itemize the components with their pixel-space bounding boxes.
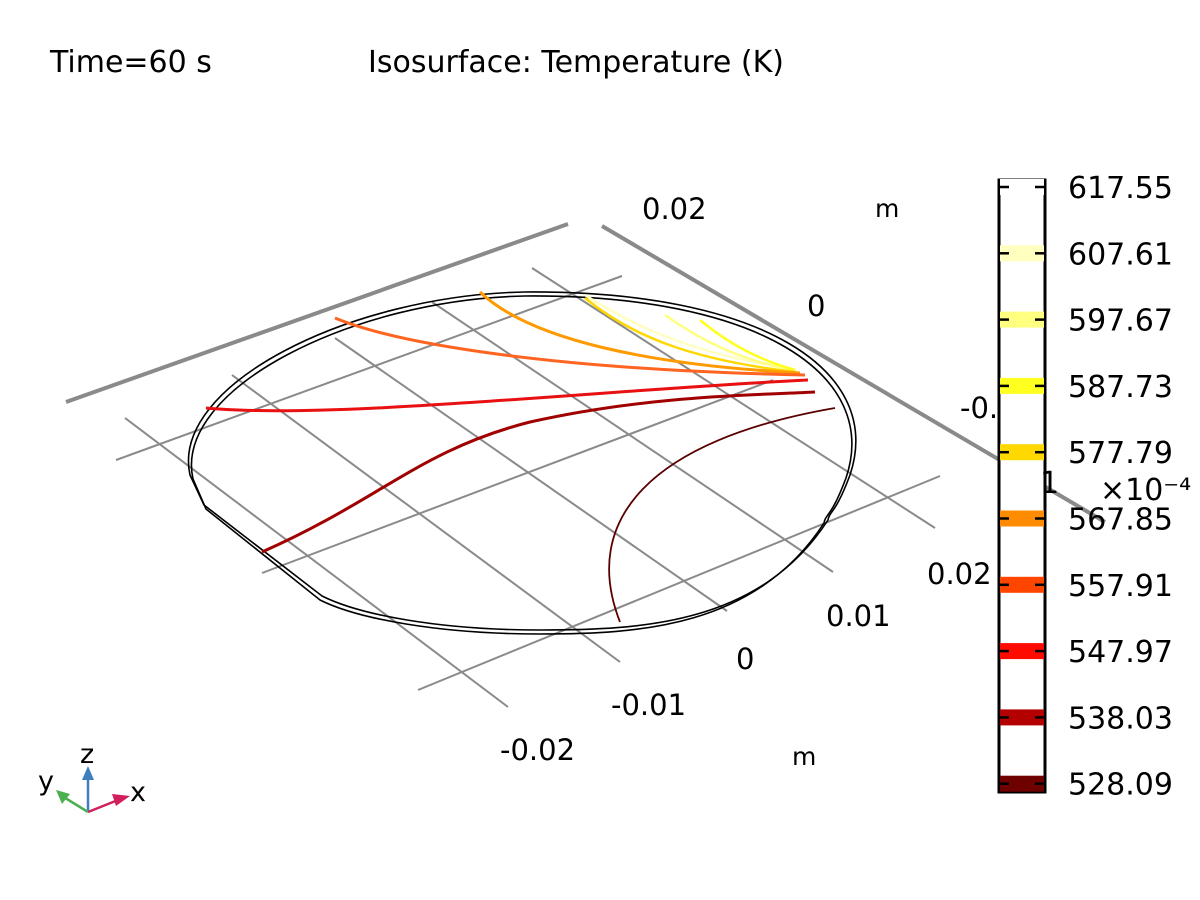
grid-line — [261, 379, 774, 574]
color-legend-bands — [999, 179, 1045, 792]
axis-frame — [65, 222, 1107, 524]
isosurface-curve-538 — [261, 390, 816, 554]
orientation-triad: z x y — [38, 739, 146, 814]
isosurface-curves — [205, 290, 836, 623]
x-axis-arrow — [87, 798, 119, 814]
color-legend-label: 607.61 — [1068, 237, 1173, 272]
z-arrow-head — [82, 766, 94, 780]
color-legend-label: 617.55 — [1068, 171, 1173, 206]
grid-line — [417, 475, 941, 691]
y-tick-label: 0 — [807, 289, 825, 323]
color-legend-box — [997, 178, 1047, 794]
isosurface-curve-587 — [699, 319, 796, 372]
y-axis-letter: y — [38, 766, 54, 797]
color-legend-label: 567.85 — [1068, 503, 1173, 538]
isosurface-curve-557 — [334, 316, 806, 377]
x-tick-label: 0.02 — [927, 557, 992, 591]
z-axis-letter: z — [80, 739, 94, 770]
domain-outline — [187, 291, 857, 635]
x-tick-label: -0.01 — [611, 688, 686, 722]
y-axis-labels: 0.02 0 -0.02 m — [642, 192, 1035, 425]
isosurface-curve-567 — [478, 290, 801, 375]
isosurface-curve-528 — [608, 407, 836, 623]
x-tick-label: 0 — [736, 642, 754, 676]
y-axis-unit: m — [875, 194, 899, 223]
color-legend-label: 528.09 — [1068, 768, 1173, 803]
grid-line — [531, 267, 936, 529]
color-legend-band — [1000, 179, 1044, 195]
x-tick-label: 0.01 — [826, 599, 891, 633]
x-arrow-head — [112, 794, 130, 806]
grid-line — [124, 417, 509, 708]
color-legend-band — [1000, 444, 1044, 461]
color-legend-band — [1000, 576, 1044, 593]
x-axis-labels: 0.02 0.01 0 -0.01 -0.02 m — [500, 557, 992, 771]
color-legend-scale-value: 1 — [1040, 466, 1059, 501]
color-legend-label: 557.91 — [1068, 569, 1173, 604]
grid-line — [231, 374, 621, 663]
grid-line — [115, 275, 623, 461]
y-axis-arrow — [61, 794, 89, 814]
isosurface-curve-547 — [205, 378, 809, 413]
color-legend-label: 597.67 — [1068, 304, 1173, 339]
time-label: Time=60 s — [49, 45, 212, 80]
color-legend: 617.55 607.61 597.67 587.73 577.79 567.85 557.… — [997, 171, 1191, 803]
grid-line — [334, 337, 728, 612]
grid-lines — [115, 267, 941, 708]
x-axis-letter: x — [130, 777, 146, 808]
y-arrow-head — [56, 790, 70, 804]
color-legend-band — [1000, 245, 1044, 262]
color-legend-labels: 617.55 607.61 597.67 587.73 577.79 567.85 557.… — [1068, 171, 1173, 803]
color-legend-band — [1000, 775, 1044, 792]
domain-edge-inner — [190, 295, 853, 635]
color-legend-band — [1000, 377, 1044, 394]
frame-line-back-left — [65, 222, 569, 404]
domain-edge — [187, 291, 857, 631]
color-legend-label: 547.97 — [1068, 635, 1173, 670]
color-legend-band — [1000, 643, 1044, 660]
x-axis-unit: m — [792, 742, 816, 771]
grid-line — [431, 301, 834, 573]
color-legend-band — [1000, 709, 1044, 726]
y-tick-label: 0.02 — [642, 192, 707, 226]
x-tick-label: -0.02 — [500, 733, 575, 767]
isosurface-curve-597 — [664, 313, 793, 372]
color-legend-label: 538.03 — [1068, 701, 1173, 736]
color-legend-label: 577.79 — [1068, 436, 1173, 471]
color-legend-scale-exponent: ×10⁻⁴ — [1100, 473, 1191, 508]
color-legend-label: 587.73 — [1068, 370, 1173, 405]
color-legend-band — [1000, 510, 1044, 527]
plot-title: Isosurface: Temperature (K) — [368, 45, 784, 80]
color-legend-band — [1000, 311, 1044, 328]
isosurface-curve-577 — [584, 297, 797, 374]
